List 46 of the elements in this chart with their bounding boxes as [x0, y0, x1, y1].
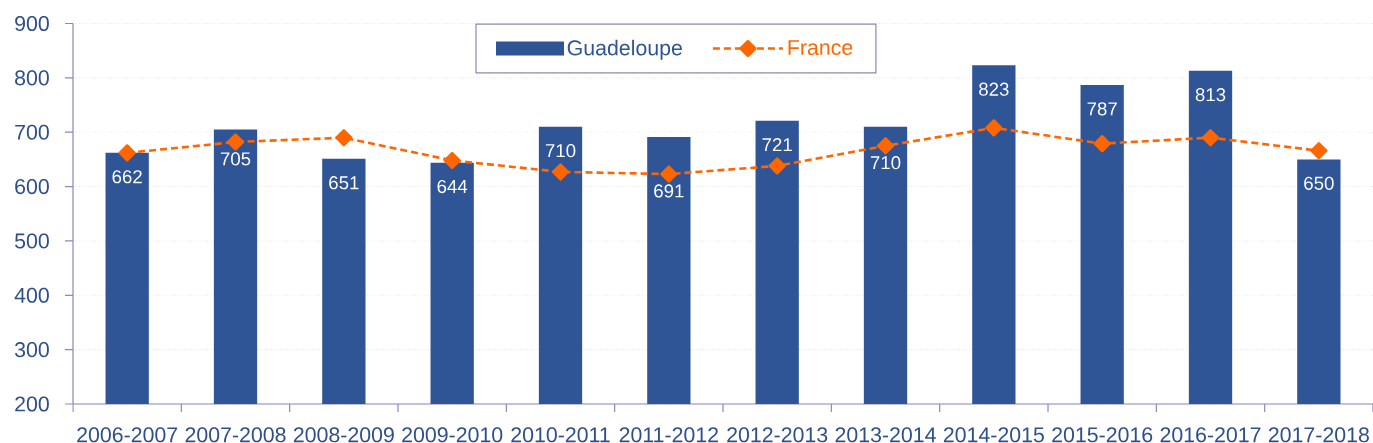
y-tick-label: 800 — [15, 70, 49, 86]
point — [118, 144, 136, 162]
x-tick-label: 2013-2014 — [835, 427, 936, 443]
point — [443, 151, 461, 170]
point — [876, 137, 895, 155]
point — [1201, 129, 1220, 147]
legend-label: Guadeloupe — [567, 39, 682, 60]
data-label: 651 — [329, 176, 359, 190]
y-tick-label: 900 — [15, 15, 49, 32]
y-tick-label: 700 — [15, 124, 49, 140]
data-label: 644 — [437, 179, 468, 194]
x-tick-label: 2010-2011 — [511, 427, 610, 443]
data-label: 721 — [762, 138, 792, 152]
x-tick-label: 2017-2018 — [1268, 427, 1369, 443]
data-label: 813 — [1195, 88, 1226, 102]
point — [1093, 134, 1111, 153]
y-tick-label: 600 — [15, 179, 49, 195]
y-tick-label: 300 — [14, 342, 49, 358]
legend-label: France — [788, 40, 853, 56]
y-tick-label: 500 — [15, 233, 49, 249]
point — [335, 129, 353, 147]
x-tick-label: 2016-2017 — [1160, 427, 1261, 443]
data-label: 691 — [654, 184, 684, 198]
x-tick-label: 2009-2010 — [402, 427, 503, 443]
y-tick-label: 200 — [15, 396, 49, 412]
point — [1310, 142, 1328, 160]
data-label: 705 — [220, 152, 251, 166]
point — [985, 119, 1003, 137]
data-label: 662 — [112, 170, 142, 184]
data-label: 710 — [545, 144, 576, 158]
point — [660, 165, 678, 183]
point — [551, 163, 570, 181]
data-label: 650 — [1304, 176, 1334, 190]
x-tick-label: 2014-2015 — [943, 427, 1044, 443]
data-label: 787 — [1087, 102, 1117, 116]
x-tick-label: 2011-2012 — [619, 427, 718, 443]
data-label: 710 — [870, 156, 901, 170]
x-tick-label: 2006-2007 — [77, 427, 178, 443]
data-label: 823 — [979, 82, 1009, 96]
x-tick-label: 2008-2009 — [293, 427, 394, 443]
point — [768, 157, 786, 175]
x-tick-label: 2007-2008 — [185, 427, 286, 443]
y-tick-label: 400 — [14, 287, 49, 303]
x-tick-label: 2015-2016 — [1052, 427, 1153, 443]
x-tick-label: 2012-2013 — [727, 427, 828, 443]
point — [226, 133, 245, 151]
